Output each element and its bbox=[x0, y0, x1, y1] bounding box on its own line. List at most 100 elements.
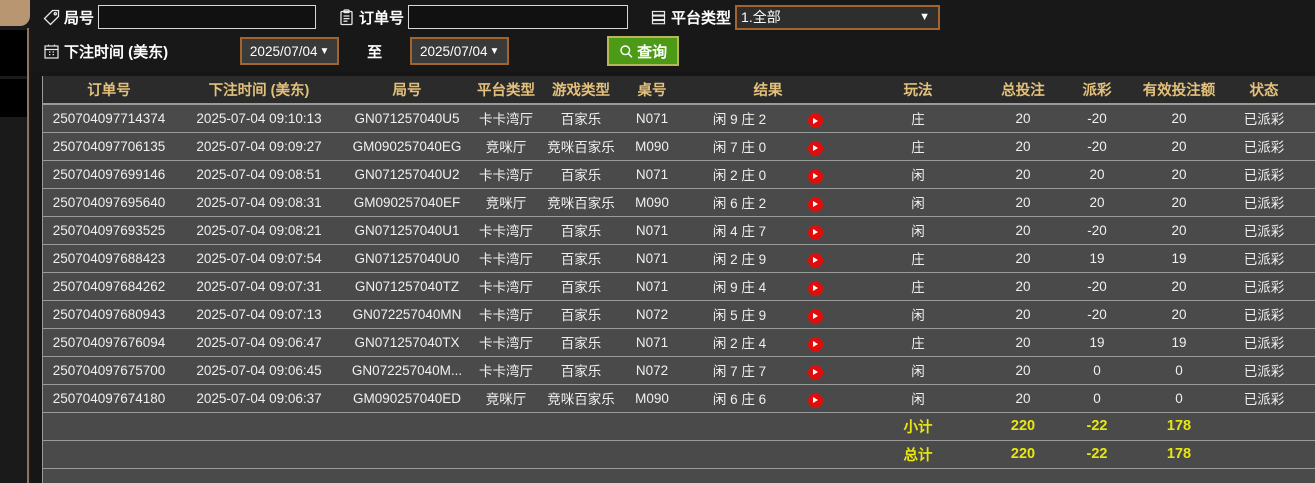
column-header-play-type[interactable]: 玩法 bbox=[853, 76, 983, 105]
cell-table-no: M090 bbox=[621, 188, 683, 217]
query-button[interactable]: 查询 bbox=[607, 36, 680, 66]
column-header-valid-bet[interactable]: 有效投注额 bbox=[1131, 76, 1227, 105]
cell-game-mode: 多台 bbox=[1301, 272, 1315, 301]
column-header-game-type[interactable]: 游戏类型 bbox=[541, 76, 621, 105]
result-text: 闲 7 庄 0 bbox=[712, 140, 767, 155]
column-header-payout[interactable]: 派彩 bbox=[1063, 76, 1131, 105]
cell-bet-time: 2025-07-04 09:07:13 bbox=[175, 300, 343, 329]
orders-table-container[interactable]: 订单号 下注时间 (美东) 局号 平台类型 游戏类型 桌号 结果 玩法 总投注 … bbox=[42, 76, 1315, 483]
cell-game-mode: 多台 bbox=[1301, 160, 1315, 189]
cell-payout: 19 bbox=[1063, 244, 1131, 273]
filler-cell bbox=[43, 468, 1315, 483]
cell-platform-type: 卡卡湾厅 bbox=[471, 104, 541, 133]
cell-result: 闲 2 庄 0 bbox=[683, 160, 853, 189]
cell-round-no: GN072257040MN bbox=[343, 300, 471, 329]
column-header-status[interactable]: 状态 bbox=[1227, 76, 1301, 105]
play-circle-icon[interactable] bbox=[808, 364, 824, 380]
status-badge: 已派彩 bbox=[1227, 272, 1301, 301]
column-header-result[interactable]: 结果 bbox=[683, 76, 853, 105]
table-row[interactable]: 250704097714374 2025-07-04 09:10:13 GN0712… bbox=[43, 104, 1315, 133]
cell-order-no: 250704097675700 bbox=[43, 356, 175, 385]
play-circle-icon[interactable] bbox=[808, 252, 824, 268]
cell-game-mode: 多台 bbox=[1301, 328, 1315, 357]
cell-valid-bet: 0 bbox=[1131, 384, 1227, 413]
cell-table-no: M090 bbox=[621, 132, 683, 161]
play-circle-icon[interactable] bbox=[808, 280, 824, 296]
cell-bet-time: 2025-07-04 09:10:13 bbox=[175, 104, 343, 133]
cell-game-mode: 多台 bbox=[1301, 384, 1315, 413]
table-row[interactable]: 250704097699146 2025-07-04 09:08:51 GN0712… bbox=[43, 160, 1315, 189]
orders-table-head: 订单号 下注时间 (美东) 局号 平台类型 游戏类型 桌号 结果 玩法 总投注 … bbox=[43, 76, 1315, 105]
cell-platform-type: 竞咪厅 bbox=[471, 132, 541, 161]
cell-bet-time: 2025-07-04 09:07:31 bbox=[175, 272, 343, 301]
column-header-platform[interactable]: 平台类型 bbox=[471, 76, 541, 105]
table-row[interactable]: 250704097675700 2025-07-04 09:06:45 GN0722… bbox=[43, 356, 1315, 385]
cell-total-bet: 20 bbox=[983, 188, 1063, 217]
date-to-picker[interactable]: 2025/07/04 ▼ bbox=[410, 37, 510, 65]
cell-result: 闲 6 庄 6 bbox=[683, 384, 853, 413]
table-row[interactable]: 250704097695640 2025-07-04 09:08:31 GM0902… bbox=[43, 188, 1315, 217]
cell-game-mode: 多台 bbox=[1301, 104, 1315, 133]
cell-order-no: 250704097699146 bbox=[43, 160, 175, 189]
column-header-table-no[interactable]: 桌号 bbox=[621, 76, 683, 105]
cell-order-no: 250704097695640 bbox=[43, 188, 175, 217]
cell-game-type: 百家乐 bbox=[541, 300, 621, 329]
platform-type-value: 1.全部 bbox=[741, 9, 781, 25]
date-from-picker[interactable]: 2025/07/04 ▼ bbox=[240, 37, 340, 65]
orders-table: 订单号 下注时间 (美东) 局号 平台类型 游戏类型 桌号 结果 玩法 总投注 … bbox=[43, 76, 1315, 483]
summary-row: 小计 220 -22 178 bbox=[43, 412, 1315, 441]
cell-game-type: 百家乐 bbox=[541, 272, 621, 301]
play-circle-icon[interactable] bbox=[808, 336, 824, 352]
cell-payout: 0 bbox=[1063, 384, 1131, 413]
table-row[interactable]: 250704097680943 2025-07-04 09:07:13 GN0722… bbox=[43, 300, 1315, 329]
table-row[interactable]: 250704097674180 2025-07-04 09:06:37 GM0902… bbox=[43, 384, 1315, 413]
cell-platform-type: 卡卡湾厅 bbox=[471, 160, 541, 189]
play-circle-icon[interactable] bbox=[808, 196, 824, 212]
play-circle-icon[interactable] bbox=[808, 113, 824, 129]
table-row[interactable]: 250704097688423 2025-07-04 09:07:54 GN0712… bbox=[43, 244, 1315, 273]
cell-play-type: 庄 bbox=[853, 104, 983, 133]
result-text: 闲 2 庄 0 bbox=[712, 168, 767, 183]
cell-total-bet: 20 bbox=[983, 328, 1063, 357]
play-circle-icon[interactable] bbox=[808, 392, 824, 408]
cell-result: 闲 6 庄 2 bbox=[683, 188, 853, 217]
cell-game-type: 竞咪百家乐 bbox=[541, 384, 621, 413]
cell-round-no: GN071257040U1 bbox=[343, 216, 471, 245]
cell-game-type: 百家乐 bbox=[541, 104, 621, 133]
cell-table-no: N071 bbox=[621, 216, 683, 245]
column-header-order-no[interactable]: 订单号 bbox=[43, 76, 175, 105]
cell-game-mode: 多台 bbox=[1301, 356, 1315, 385]
filter-bet-time-label: 下注时间 (美东) bbox=[64, 43, 169, 61]
play-circle-icon[interactable] bbox=[808, 308, 824, 324]
status-badge: 已派彩 bbox=[1227, 160, 1301, 189]
cell-round-no: GN071257040TX bbox=[343, 328, 471, 357]
column-header-round-no[interactable]: 局号 bbox=[343, 76, 471, 105]
table-row[interactable]: 250704097684262 2025-07-04 09:07:31 GN0712… bbox=[43, 272, 1315, 301]
platform-type-select[interactable]: 1.全部 ▼ bbox=[735, 4, 941, 30]
status-badge: 已派彩 bbox=[1227, 188, 1301, 217]
column-header-total-bet[interactable]: 总投注 bbox=[983, 76, 1063, 105]
play-circle-icon[interactable] bbox=[808, 224, 824, 240]
cell-valid-bet: 0 bbox=[1131, 356, 1227, 385]
cell-payout: 20 bbox=[1063, 160, 1131, 189]
table-row[interactable]: 250704097693525 2025-07-04 09:08:21 GN0712… bbox=[43, 216, 1315, 245]
cell-table-no: N071 bbox=[621, 328, 683, 357]
play-circle-icon[interactable] bbox=[808, 168, 824, 184]
cell-table-no: M090 bbox=[621, 384, 683, 413]
round-no-input[interactable] bbox=[98, 5, 317, 29]
cell-valid-bet: 20 bbox=[1131, 216, 1227, 245]
cell-bet-time: 2025-07-04 09:06:45 bbox=[175, 356, 343, 385]
column-header-game-mode[interactable]: 游戏模式 bbox=[1301, 76, 1315, 105]
filter-platform-type-label: 平台类型 bbox=[671, 9, 732, 27]
table-row[interactable]: 250704097706135 2025-07-04 09:09:27 GM0902… bbox=[43, 132, 1315, 161]
order-no-input[interactable] bbox=[408, 5, 629, 29]
summary-valid-bet: 178 bbox=[1131, 440, 1227, 469]
play-circle-icon[interactable] bbox=[808, 140, 824, 156]
cell-valid-bet: 19 bbox=[1131, 244, 1227, 273]
column-header-bet-time[interactable]: 下注时间 (美东) bbox=[175, 76, 343, 105]
table-row[interactable]: 250704097676094 2025-07-04 09:06:47 GN0712… bbox=[43, 328, 1315, 357]
cell-valid-bet: 19 bbox=[1131, 328, 1227, 357]
status-badge: 已派彩 bbox=[1227, 328, 1301, 357]
cell-order-no: 250704097693525 bbox=[43, 216, 175, 245]
status-badge: 已派彩 bbox=[1227, 384, 1301, 413]
